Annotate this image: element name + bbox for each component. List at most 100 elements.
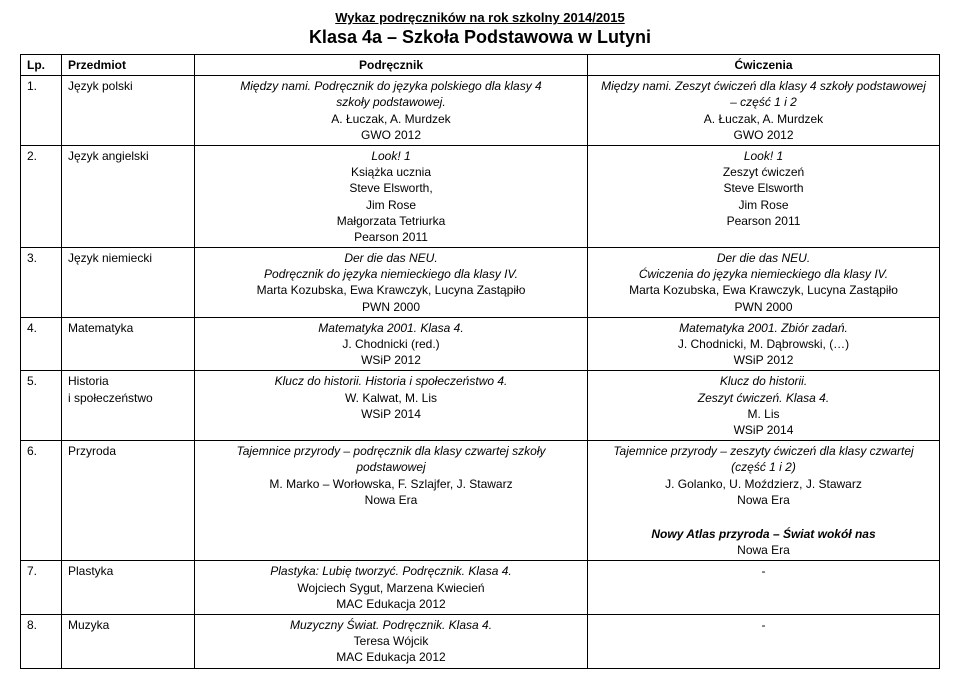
textbook-author: Teresa Wójcik [354, 634, 429, 648]
exercise-line: Jim Rose [738, 198, 788, 212]
textbook-title: Der die das NEU. [344, 251, 437, 265]
textbook-publisher: Pearson 2011 [354, 230, 428, 244]
exercise-title: Matematyka 2001. Zbiór zadań. [679, 321, 848, 335]
textbook-author: Wojciech Sygut, Marzena Kwiecień [297, 581, 484, 595]
exercise-author: M. Lis [747, 407, 779, 421]
cell-exercises: Między nami. Zeszyt ćwiczeń dla klasy 4 … [588, 76, 940, 146]
exercise-extra: Nowy Atlas przyroda – Świat wokół nas No… [594, 510, 933, 559]
exercise-extra-publisher: Nowa Era [737, 543, 790, 557]
cell-textbook: Klucz do historii. Historia i społeczeńs… [195, 371, 588, 441]
exercise-extra-title: Nowy Atlas przyroda – Świat wokół nas [651, 527, 875, 541]
exercise-publisher: WSiP 2012 [734, 353, 794, 367]
textbook-line: Steve Elsworth, [349, 181, 432, 195]
exercise-title-line2: Zeszyt ćwiczeń. Klasa 4. [698, 391, 829, 405]
exercise-publisher: GWO 2012 [733, 128, 793, 142]
textbook-publisher: PWN 2000 [362, 300, 420, 314]
cell-subject: Język angielski [62, 145, 195, 247]
textbook-line: Książka ucznia [351, 165, 431, 179]
cell-textbook: Plastyka: Lubię tworzyć. Podręcznik. Kla… [195, 561, 588, 615]
cell-exercises: - [588, 561, 940, 615]
cell-lp: 8. [21, 615, 62, 669]
cell-subject: Matematyka [62, 317, 195, 371]
exercise-title: Der die das NEU. [717, 251, 810, 265]
page-title: Klasa 4a – Szkoła Podstawowa w Lutyni [20, 27, 940, 48]
textbook-title: Plastyka: Lubię tworzyć. Podręcznik. Kla… [270, 564, 511, 578]
col-textbook: Podręcznik [195, 55, 588, 76]
exercise-author: J. Chodnicki, M. Dąbrowski, (…) [678, 337, 849, 351]
cell-subject: Plastyka [62, 561, 195, 615]
textbook-author: A. Łuczak, A. Murdzek [331, 112, 450, 126]
cell-textbook: Der die das NEU. Podręcznik do języka ni… [195, 248, 588, 318]
table-row: 5. Historia i społeczeństwo Klucz do his… [21, 371, 940, 441]
cell-exercises: - [588, 615, 940, 669]
cell-exercises: Der die das NEU. Ćwiczenia do języka nie… [588, 248, 940, 318]
exercise-title-line2: – część 1 i 2 [730, 95, 797, 109]
cell-subject: Przyroda [62, 441, 195, 561]
exercise-publisher: Pearson 2011 [727, 214, 801, 228]
textbook-publisher: MAC Edukacja 2012 [336, 597, 445, 611]
table-row: 2. Język angielski Look! 1 Książka uczni… [21, 145, 940, 247]
textbook-publisher: GWO 2012 [361, 128, 421, 142]
col-lp: Lp. [21, 55, 62, 76]
textbook-line: Jim Rose [366, 198, 416, 212]
exercise-author: Marta Kozubska, Ewa Krawczyk, Lucyna Zas… [629, 283, 898, 297]
textbook-publisher: Nowa Era [365, 493, 418, 507]
cell-subject: Język niemiecki [62, 248, 195, 318]
cell-subject: Język polski [62, 76, 195, 146]
cell-subject: Historia i społeczeństwo [62, 371, 195, 441]
exercise-title: Look! 1 [744, 149, 783, 163]
cell-exercises: Matematyka 2001. Zbiór zadań. J. Chodnic… [588, 317, 940, 371]
textbook-title: Klucz do historii. Historia i społeczeńs… [275, 374, 508, 388]
table-row: 7. Plastyka Plastyka: Lubię tworzyć. Pod… [21, 561, 940, 615]
cell-textbook: Tajemnice przyrody – podręcznik dla klas… [195, 441, 588, 561]
textbook-title: Tajemnice przyrody – podręcznik dla klas… [236, 444, 545, 458]
cell-lp: 5. [21, 371, 62, 441]
table-row: 3. Język niemiecki Der die das NEU. Podr… [21, 248, 940, 318]
table-row: 4. Matematyka Matematyka 2001. Klasa 4. … [21, 317, 940, 371]
textbook-table: Lp. Przedmiot Podręcznik Ćwiczenia 1. Ję… [20, 54, 940, 669]
cell-lp: 6. [21, 441, 62, 561]
textbook-author: M. Marko – Worłowska, F. Szlajfer, J. St… [269, 477, 512, 491]
table-row: 8. Muzyka Muzyczny Świat. Podręcznik. Kl… [21, 615, 940, 669]
cell-lp: 2. [21, 145, 62, 247]
cell-textbook: Między nami. Podręcznik do języka polski… [195, 76, 588, 146]
exercise-publisher: PWN 2000 [734, 300, 792, 314]
textbook-title: Między nami. Podręcznik do języka polski… [240, 79, 541, 93]
textbook-title: Matematyka 2001. Klasa 4. [318, 321, 463, 335]
exercise-publisher: WSiP 2014 [734, 423, 794, 437]
textbook-title-line2: Podręcznik do języka niemieckiego dla kl… [264, 267, 518, 281]
exercise-title: Klucz do historii. [720, 374, 807, 388]
exercise-author: J. Golanko, U. Moździerz, J. Stawarz [665, 477, 862, 491]
exercise-line: Steve Elsworth [723, 181, 803, 195]
cell-lp: 7. [21, 561, 62, 615]
col-subject: Przedmiot [62, 55, 195, 76]
cell-lp: 4. [21, 317, 62, 371]
subject-line1: Historia [68, 374, 109, 388]
cell-exercises: Tajemnice przyrody – zeszyty ćwiczeń dla… [588, 441, 940, 561]
table-header-row: Lp. Przedmiot Podręcznik Ćwiczenia [21, 55, 940, 76]
exercise-title: Tajemnice przyrody – zeszyty ćwiczeń dla… [613, 444, 913, 458]
cell-lp: 3. [21, 248, 62, 318]
textbook-publisher: WSiP 2012 [361, 353, 421, 367]
cell-subject: Muzyka [62, 615, 195, 669]
textbook-author: W. Kalwat, M. Lis [345, 391, 437, 405]
exercise-line: Zeszyt ćwiczeń [723, 165, 804, 179]
cell-exercises: Klucz do historii. Zeszyt ćwiczeń. Klasa… [588, 371, 940, 441]
col-exercises: Ćwiczenia [588, 55, 940, 76]
exercise-publisher: Nowa Era [737, 493, 790, 507]
textbook-title-line2: podstawowej [356, 460, 425, 474]
cell-lp: 1. [21, 76, 62, 146]
cell-textbook: Look! 1 Książka ucznia Steve Elsworth, J… [195, 145, 588, 247]
textbook-title: Look! 1 [371, 149, 410, 163]
exercise-title: Między nami. Zeszyt ćwiczeń dla klasy 4 … [601, 79, 926, 93]
textbook-publisher: MAC Edukacja 2012 [336, 650, 445, 664]
table-row: 6. Przyroda Tajemnice przyrody – podręcz… [21, 441, 940, 561]
cell-textbook: Muzyczny Świat. Podręcznik. Klasa 4. Ter… [195, 615, 588, 669]
textbook-author: Marta Kozubska, Ewa Krawczyk, Lucyna Zas… [257, 283, 526, 297]
cell-textbook: Matematyka 2001. Klasa 4. J. Chodnicki (… [195, 317, 588, 371]
textbook-line: Małgorzata Tetriurka [337, 214, 446, 228]
page-subtitle: Wykaz podręczników na rok szkolny 2014/2… [20, 10, 940, 25]
textbook-author: J. Chodnicki (red.) [342, 337, 439, 351]
cell-exercises: Look! 1 Zeszyt ćwiczeń Steve Elsworth Ji… [588, 145, 940, 247]
subject-line2: i społeczeństwo [68, 391, 153, 405]
